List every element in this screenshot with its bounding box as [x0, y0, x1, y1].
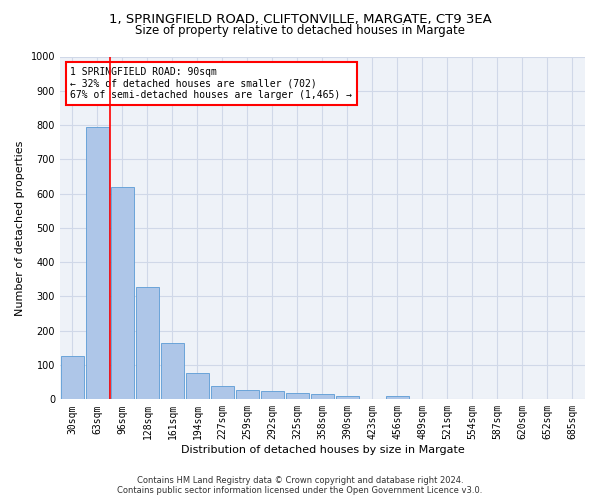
Text: 1, SPRINGFIELD ROAD, CLIFTONVILLE, MARGATE, CT9 3EA: 1, SPRINGFIELD ROAD, CLIFTONVILLE, MARGA… [109, 12, 491, 26]
Y-axis label: Number of detached properties: Number of detached properties [15, 140, 25, 316]
Bar [211, 386, 233, 400]
Bar [236, 390, 259, 400]
Text: 1 SPRINGFIELD ROAD: 90sqm
← 32% of detached houses are smaller (702)
67% of semi: 1 SPRINGFIELD ROAD: 90sqm ← 32% of detac… [70, 67, 352, 100]
Bar [86, 127, 109, 400]
Text: Size of property relative to detached houses in Margate: Size of property relative to detached ho… [135, 24, 465, 37]
Bar [111, 187, 134, 400]
Bar [386, 396, 409, 400]
Bar [136, 287, 158, 400]
Text: Contains HM Land Registry data © Crown copyright and database right 2024.
Contai: Contains HM Land Registry data © Crown c… [118, 476, 482, 495]
Bar [186, 372, 209, 400]
Bar [286, 393, 309, 400]
Bar [311, 394, 334, 400]
Bar [61, 356, 83, 400]
Bar [261, 391, 284, 400]
Bar [336, 396, 359, 400]
Bar [161, 344, 184, 400]
X-axis label: Distribution of detached houses by size in Margate: Distribution of detached houses by size … [181, 445, 464, 455]
